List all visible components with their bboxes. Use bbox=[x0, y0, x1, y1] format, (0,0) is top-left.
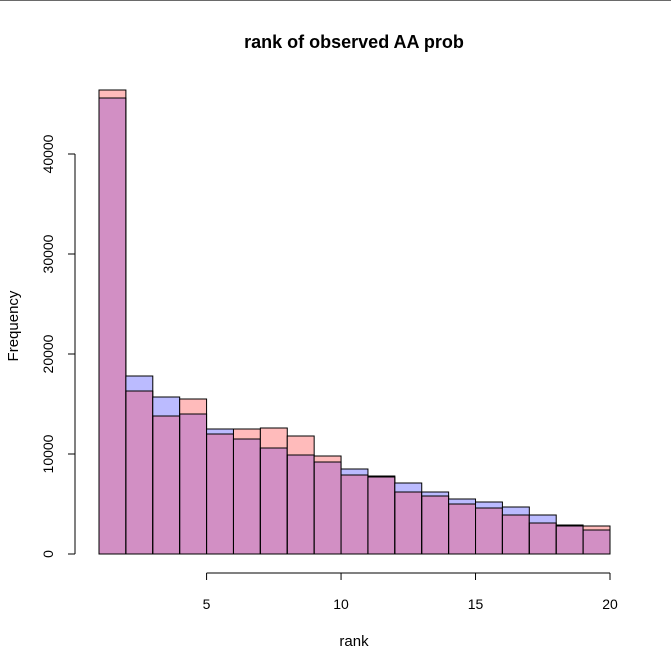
y-tick-label: 20000 bbox=[40, 334, 56, 373]
x-tick-label: 5 bbox=[203, 596, 211, 612]
histogram-bar-overlap bbox=[529, 523, 557, 554]
histogram-bar-overlap bbox=[448, 504, 476, 554]
top-border bbox=[0, 0, 671, 1]
x-axis-label: rank bbox=[339, 633, 369, 650]
y-tick-label: 10000 bbox=[40, 434, 56, 473]
histogram-bar-overlap bbox=[314, 462, 342, 554]
histogram-bar-excess bbox=[152, 397, 180, 416]
histogram-bar-excess bbox=[502, 507, 530, 515]
histogram-bar-excess bbox=[287, 436, 315, 455]
histogram-bar-overlap bbox=[152, 416, 180, 554]
histogram-bar-excess bbox=[260, 428, 288, 448]
bars-group bbox=[98, 89, 611, 555]
y-axis: 0 10000 20000 30000 40000 bbox=[40, 134, 76, 558]
x-axis: 5 10 15 20 bbox=[203, 572, 618, 612]
histogram-bar-excess bbox=[394, 483, 422, 492]
histogram-bar-overlap bbox=[260, 448, 288, 554]
x-tick-label: 20 bbox=[602, 596, 618, 612]
y-tick-label: 0 bbox=[40, 550, 56, 558]
histogram-bar-excess bbox=[421, 492, 449, 496]
x-tick-label: 10 bbox=[333, 596, 349, 612]
histogram-bar-excess bbox=[475, 502, 503, 508]
histogram-bar-excess bbox=[233, 429, 261, 439]
histogram-bar-excess bbox=[99, 90, 126, 98]
y-axis-label: Frequency bbox=[5, 290, 22, 361]
histogram-bar-overlap bbox=[99, 98, 126, 554]
histogram-bar-excess bbox=[125, 376, 153, 391]
histogram-bar-overlap bbox=[179, 414, 207, 554]
histogram-bar-overlap bbox=[421, 496, 449, 554]
histogram-bar-excess bbox=[529, 515, 557, 523]
histogram-bar-overlap bbox=[475, 508, 503, 554]
histogram-bar-excess bbox=[314, 456, 342, 462]
histogram-bar-overlap bbox=[394, 492, 422, 554]
histogram-bar-overlap bbox=[502, 515, 530, 554]
histogram-bar-outline-red bbox=[582, 525, 611, 555]
histogram-bar-excess bbox=[179, 399, 207, 414]
y-tick-label: 30000 bbox=[40, 234, 56, 273]
histogram-bar-overlap bbox=[583, 530, 610, 554]
histogram-bar-overlap bbox=[206, 434, 234, 554]
histogram-bar-excess bbox=[448, 499, 476, 504]
histogram-bar-overlap bbox=[233, 439, 261, 554]
histogram-bar-overlap bbox=[125, 391, 153, 554]
histogram-bar-outline-red bbox=[98, 89, 127, 555]
histogram-bar-excess bbox=[206, 429, 234, 434]
histogram-bar-excess bbox=[583, 526, 610, 530]
histogram-bar-overlap bbox=[367, 477, 395, 554]
y-tick-label: 40000 bbox=[40, 134, 56, 173]
histogram-bar-excess bbox=[341, 469, 368, 475]
x-tick-label: 15 bbox=[468, 596, 484, 612]
histogram-bar-overlap bbox=[287, 455, 315, 554]
histogram-bar-overlap bbox=[341, 475, 368, 554]
histogram-bar-overlap bbox=[556, 526, 584, 554]
chart-title: rank of observed AA prob bbox=[244, 32, 464, 52]
